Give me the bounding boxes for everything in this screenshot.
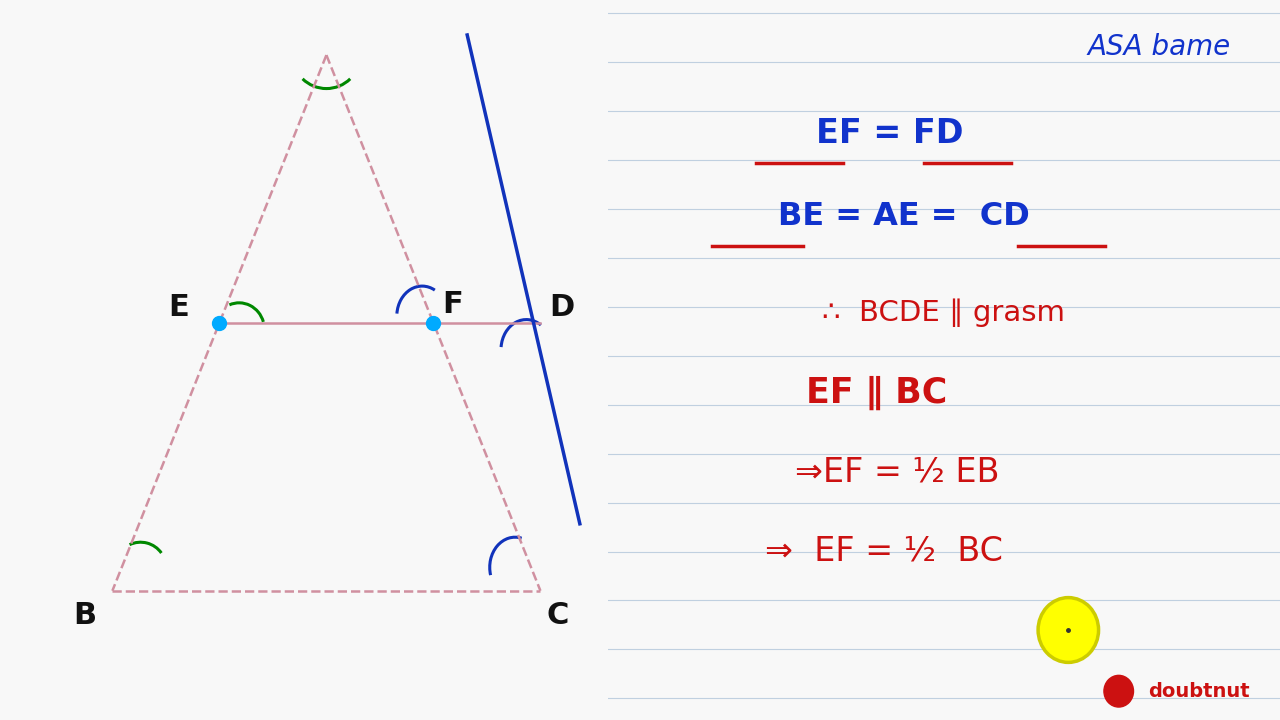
Text: ⇒  EF = ½  BC: ⇒ EF = ½ BC [764, 534, 1002, 567]
Text: F: F [442, 290, 462, 319]
Text: ASA bame: ASA bame [1088, 33, 1230, 60]
Text: EF = FD: EF = FD [817, 117, 964, 150]
Circle shape [1038, 598, 1098, 662]
Text: EF ∥ BC: EF ∥ BC [806, 375, 947, 410]
Text: ∴  BCDE ∥ grasm: ∴ BCDE ∥ grasm [823, 299, 1065, 328]
Text: D: D [549, 293, 575, 323]
Text: doubtnut: doubtnut [1148, 682, 1251, 701]
Text: ⇒EF = ½ EB: ⇒EF = ½ EB [795, 455, 1000, 488]
Text: E: E [169, 293, 189, 323]
Point [209, 317, 229, 328]
Text: C: C [547, 601, 568, 630]
Point [424, 317, 444, 328]
Circle shape [1103, 675, 1134, 707]
Text: BE = AE =  CD: BE = AE = CD [778, 200, 1029, 232]
Text: B: B [73, 601, 96, 630]
